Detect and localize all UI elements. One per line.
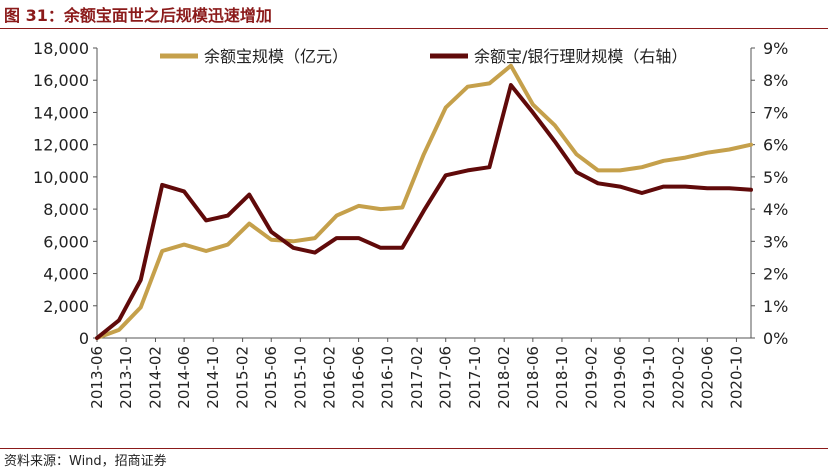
y-left-tick-labels: 0 2,000 4,000 6,000 8,000 10,000 12,000 14,000 1… — [33, 39, 89, 348]
y-right-tick-label: 0% — [763, 329, 788, 348]
y-left-tick-label: 10,000 — [33, 168, 89, 187]
x-tick-label: 2014-10 — [204, 346, 222, 409]
x-tick-label: 2015-10 — [291, 346, 309, 409]
legend: 余额宝规模（亿元） 余额宝/银行理财规模（右轴） — [160, 47, 687, 66]
x-tick-label: 2018-06 — [524, 346, 542, 409]
legend-label: 余额宝规模（亿元） — [204, 47, 348, 66]
title-rule — [0, 28, 828, 29]
x-tick-label: 2017-02 — [408, 346, 426, 409]
x-tick-labels: 2013-06 2013-10 2014-02 2014-06 2014-10 2015-… — [88, 346, 745, 409]
x-tick-label: 2013-10 — [117, 346, 135, 409]
source-rule — [0, 448, 828, 449]
scale-series-line — [95, 63, 753, 340]
x-tick-label: 2014-02 — [146, 346, 164, 409]
source-note: 资料来源：Wind，招商证券 — [4, 454, 167, 469]
x-tick-label: 2020-02 — [669, 346, 687, 409]
legend-label: 余额宝/银行理财规模（右轴） — [474, 47, 687, 66]
y-right-tick-label: 5% — [763, 168, 788, 187]
y-right-tick-label: 9% — [763, 39, 788, 58]
y-left-tick-label: 14,000 — [33, 103, 89, 122]
y-left-tick-label: 18,000 — [33, 39, 89, 58]
y-left-tick-label: 6,000 — [43, 232, 89, 251]
x-tick-label: 2016-02 — [321, 346, 339, 409]
y-left-tick-label: 2,000 — [43, 297, 89, 316]
y-left-tick-label: 16,000 — [33, 71, 89, 90]
y-right-tick-label: 1% — [763, 297, 788, 316]
x-tick-label: 2019-06 — [611, 346, 629, 409]
x-tick-label: 2020-06 — [698, 346, 716, 409]
y-right-tick-label: 2% — [763, 265, 788, 284]
x-tick-label: 2016-06 — [350, 346, 368, 409]
x-tick-label: 2019-10 — [640, 346, 658, 409]
x-tick-label: 2018-10 — [553, 346, 571, 409]
figure-title: 图 31：余额宝面世之后规模迅速增加 — [4, 6, 272, 25]
y-left-tick-label: 0 — [79, 329, 89, 348]
y-left-tick-label: 4,000 — [43, 265, 89, 284]
x-tick-label: 2015-06 — [262, 346, 280, 409]
y-right-tick-label: 3% — [763, 232, 788, 251]
x-tick-label: 2014-06 — [175, 346, 193, 409]
x-tick-label: 2016-10 — [379, 346, 397, 409]
chart-axes — [93, 47, 755, 342]
x-tick-label: 2017-06 — [437, 346, 455, 409]
y-right-tick-labels: 0% 1% 2% 3% 4% 5% 6% 7% 8% 9% — [763, 39, 788, 348]
dual-axis-line-chart: 0 2,000 4,000 6,000 8,000 10,000 12,000 14,000 1… — [33, 39, 788, 409]
series-lines — [95, 63, 753, 340]
x-tick-label: 2018-02 — [495, 346, 513, 409]
x-tick-label: 2015-02 — [234, 346, 252, 409]
y-left-tick-label: 8,000 — [43, 200, 89, 219]
y-right-tick-label: 8% — [763, 71, 788, 90]
x-tick-label: 2013-06 — [88, 346, 106, 409]
y-right-tick-label: 4% — [763, 200, 788, 219]
y-left-tick-label: 12,000 — [33, 136, 89, 155]
x-tick-label: 2020-10 — [727, 346, 745, 409]
x-tick-label: 2017-10 — [466, 346, 484, 409]
x-tick-label: 2019-02 — [582, 346, 600, 409]
y-right-tick-label: 7% — [763, 103, 788, 122]
ratio-series-line — [95, 83, 753, 340]
y-right-tick-label: 6% — [763, 136, 788, 155]
